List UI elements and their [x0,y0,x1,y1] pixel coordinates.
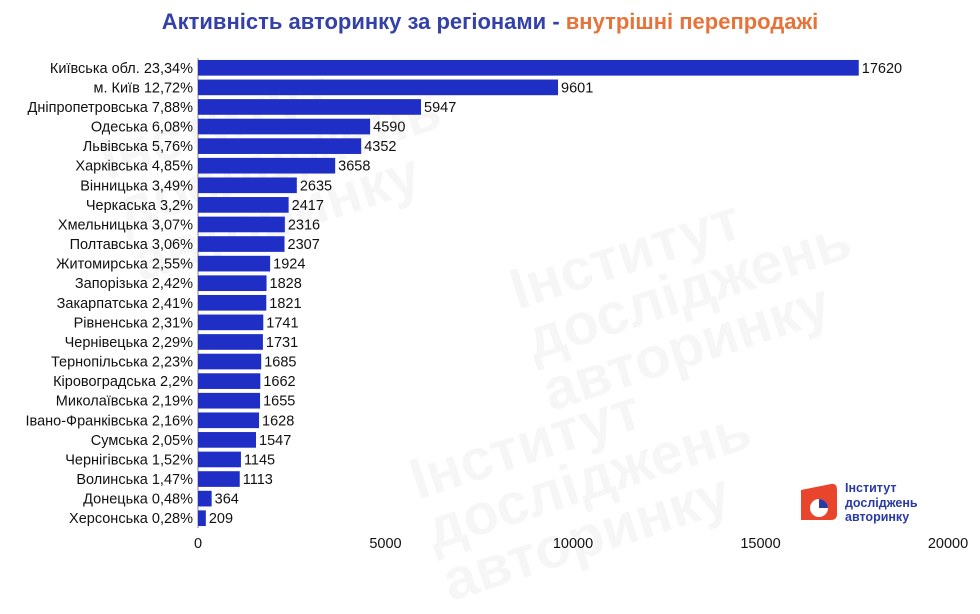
chart-title-highlight: внутрішні перепродажі [565,9,819,34]
data-label: 1685 [264,355,296,371]
bar [198,432,257,448]
category-label: Дніпропетровська 7,88% [28,100,194,116]
data-label: 1828 [270,276,302,292]
data-label: 1655 [263,394,295,410]
category-label: Чернівецька 2,29% [65,335,193,351]
bar [198,255,271,272]
data-label: 1662 [263,374,295,390]
category-label: Черкаська 3,2% [86,198,193,214]
bar [198,99,422,115]
category-label: Волинська 1,47% [76,472,193,488]
data-label: 2635 [300,178,332,194]
data-label: 3658 [338,159,370,175]
category-label: Чернігівська 1,52% [65,452,193,468]
category-label: м. Київ 12,72% [93,80,193,96]
category-label: Сумська 2,05% [91,433,193,449]
category-label: Донецька 0,48% [83,492,193,508]
bar [198,334,263,350]
bar [198,353,262,370]
category-label: Рівненська 2,31% [74,315,193,331]
bar [198,275,267,292]
bar [198,236,285,252]
data-label: 1741 [266,315,298,331]
category-label: Одеська 6,08% [91,120,193,136]
data-label: 17620 [862,61,902,77]
data-label: 1924 [273,257,305,273]
data-label: 9601 [561,80,593,96]
category-label: Київська обл. 23,34% [50,61,193,77]
x-tick-label: 15000 [740,536,780,552]
category-label: Запорізька 2,42% [75,276,193,292]
bar [198,157,336,174]
data-label: 5947 [424,100,456,116]
data-label: 4590 [373,120,405,136]
chart-title: Активність авторинку за регіонами - внут… [0,9,980,35]
data-label: 364 [215,492,239,508]
bar [198,177,297,194]
bar [198,294,267,311]
bar [198,216,285,233]
data-label: 2307 [288,237,320,253]
category-label: Львівська 5,76% [83,139,193,155]
bar [198,510,206,527]
logo: Інститут досліджень авторинку [797,480,947,526]
bar [198,79,559,96]
data-label: 1145 [244,452,275,468]
data-label: 1113 [243,472,273,488]
data-label: 209 [209,511,233,527]
bar [198,392,261,409]
bar-chart: Київська обл. 23,34% 17620 м. Київ 12,72% 9… [26,58,968,552]
category-label: Харківська 4,85% [75,159,193,175]
category-label: Хмельницька 3,07% [58,217,193,233]
bar [198,373,261,389]
category-label: Івано-Франківська 2,16% [26,413,194,429]
bar [198,138,362,154]
bar [198,197,289,213]
bar [198,451,241,468]
data-label: 1731 [266,335,298,351]
bar [198,314,264,331]
bar [198,471,240,487]
data-label: 1821 [269,296,301,312]
data-label: 2316 [288,217,320,233]
bar [198,490,212,507]
x-tick-label: 10000 [553,536,593,552]
category-label: Херсонська 0,28% [69,511,193,527]
x-tick-label: 0 [194,536,202,552]
category-label: Житомирська 2,55% [56,257,193,273]
data-label: 1628 [262,413,294,429]
category-label: Миколаївська 2,19% [56,394,193,410]
bar [198,412,260,429]
bar [198,59,859,76]
logo-text: Інститут досліджень авторинку [845,481,918,524]
category-label: Полтавська 3,06% [70,237,193,253]
data-label: 4352 [364,139,396,155]
bar [198,118,371,135]
category-label: Тернопільська 2,23% [51,355,193,371]
category-label: Кіровоградська 2,2% [53,374,193,390]
logo-icon [801,483,837,520]
chart-title-main: Активність авторинку за регіонами - [161,9,566,34]
data-label: 1547 [259,433,291,449]
x-tick-label: 5000 [369,536,401,552]
x-tick-label: 20000 [928,536,968,552]
data-label: 2417 [292,198,324,214]
category-label: Вінницька 3,49% [80,178,193,194]
category-label: Закарпатська 2,41% [57,296,193,312]
